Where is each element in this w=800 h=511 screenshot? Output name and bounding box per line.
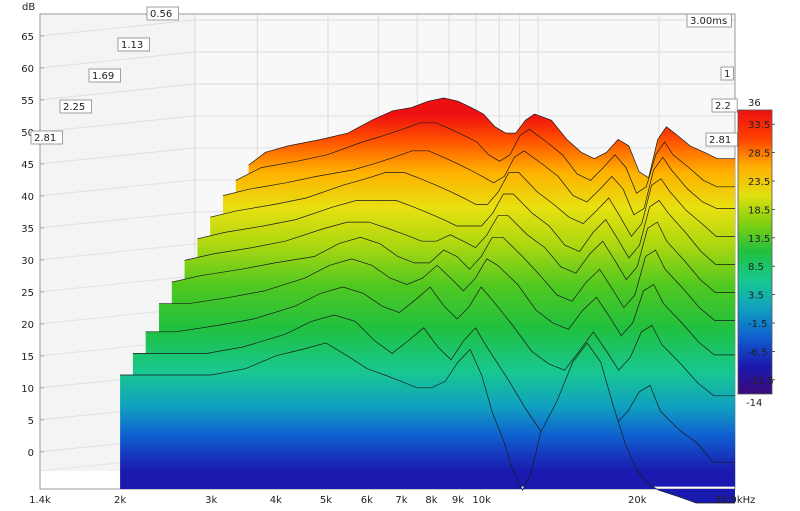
y-tick-label: 45 bbox=[21, 160, 34, 171]
waterfall-surface bbox=[120, 97, 736, 504]
color-scale-tick-label: 18.5 bbox=[748, 205, 770, 216]
x-tick-label: 20k bbox=[628, 495, 647, 506]
x-tick-label: 8k bbox=[425, 495, 437, 506]
y-tick-label: 65 bbox=[21, 32, 34, 43]
slice-line-1 bbox=[235, 122, 735, 194]
time-label-right: 3.00ms bbox=[690, 16, 727, 27]
y-axis-label: dB bbox=[22, 2, 35, 13]
time-label-right: 1 bbox=[724, 69, 730, 80]
color-scale-tick-label: 23.5 bbox=[748, 177, 770, 188]
y-tick-label: 5 bbox=[28, 416, 34, 427]
slice-line-10 bbox=[120, 342, 735, 504]
y-tick-label: 15 bbox=[21, 352, 34, 363]
color-scale-tick-label: 8.5 bbox=[748, 262, 764, 273]
slice-line-4 bbox=[197, 193, 735, 265]
color-scale-tick-label: -6.5 bbox=[748, 347, 768, 358]
slice-line-5 bbox=[184, 215, 735, 293]
y-tick-label: 25 bbox=[21, 288, 34, 299]
slice-line-0 bbox=[248, 97, 735, 179]
slice-line-2 bbox=[222, 150, 735, 216]
y-tick-label: 55 bbox=[21, 96, 34, 107]
slice-line-6 bbox=[171, 236, 735, 321]
y-tick-label: 40 bbox=[21, 192, 34, 203]
time-label-right: 2.2 bbox=[715, 101, 731, 112]
slice-line-8 bbox=[145, 286, 735, 397]
y-tick-label: 20 bbox=[21, 320, 34, 331]
color-scale-tick-label: 28.5 bbox=[748, 149, 770, 160]
color-scale-tick-label: 3.5 bbox=[748, 291, 764, 302]
color-scale-min-label: -14 bbox=[746, 398, 762, 409]
x-tick-label: 1.4k bbox=[29, 495, 51, 506]
slice-fill-10 bbox=[120, 343, 736, 503]
x-tick-label: 3k bbox=[205, 495, 217, 506]
x-tick-label: 30.9kHz bbox=[715, 495, 756, 506]
x-tick-label: 5k bbox=[320, 495, 332, 506]
time-label-left: 2.25 bbox=[63, 102, 85, 113]
y-tick-label: 60 bbox=[21, 64, 34, 75]
y-tick-label: 35 bbox=[21, 224, 34, 235]
color-scale-tick-label: 33.5 bbox=[748, 120, 770, 131]
time-label-left: 0.56 bbox=[150, 9, 172, 20]
color-scale-max-label: 36 bbox=[748, 98, 761, 109]
slice-line-3 bbox=[210, 172, 735, 238]
time-label-left: 1.13 bbox=[121, 40, 143, 51]
time-label-right: 2.81 bbox=[709, 135, 731, 146]
x-tick-label: 6k bbox=[361, 495, 373, 506]
y-tick-label: 30 bbox=[21, 256, 34, 267]
x-tick-label: 2k bbox=[114, 495, 126, 506]
time-label-left: 1.69 bbox=[92, 71, 114, 82]
color-scale-bar: 36 -14 33.5 28.5 23.5 18.5 13.5 8.5 3.5 -1.5 -6.5 -… bbox=[737, 98, 775, 409]
y-tick-label: 50 bbox=[21, 128, 34, 139]
x-tick-label: 10k bbox=[472, 495, 491, 506]
x-tick-label: 7k bbox=[395, 495, 407, 506]
y-tick-label: 10 bbox=[21, 384, 34, 395]
color-scale-tick-label: 13.5 bbox=[748, 234, 770, 245]
slice-line-7 bbox=[159, 258, 735, 356]
color-scale-tick-label: -1.5 bbox=[748, 319, 768, 330]
time-label-left: 2.81 bbox=[34, 133, 56, 144]
x-tick-label: 9k bbox=[452, 495, 464, 506]
x-tick-label: 4k bbox=[270, 495, 282, 506]
slice-line-9 bbox=[132, 314, 735, 463]
y-tick-label: 0 bbox=[28, 448, 34, 459]
color-scale-tick-label: -11.5 bbox=[748, 376, 774, 387]
